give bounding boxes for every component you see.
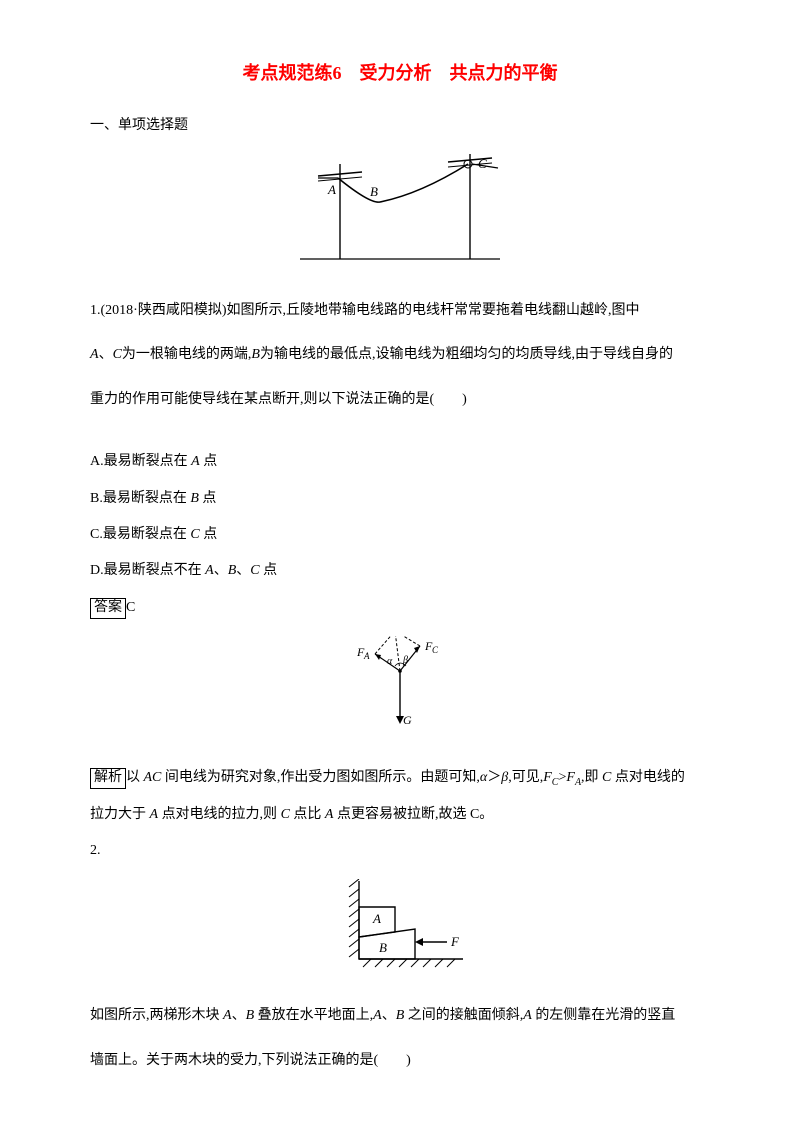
q2-body: 如图所示,两梯形木块 A、B 叠放在水平地面上,A、B 之间的接触面倾斜,A 的… bbox=[90, 998, 710, 1034]
figure-wire: A B C bbox=[90, 154, 710, 271]
answer-label: 答案 bbox=[90, 598, 126, 619]
svg-text:B: B bbox=[379, 940, 387, 955]
q2-number: 2. bbox=[90, 833, 710, 869]
q1-line1: 1.(2018·陕西咸阳模拟)如图所示,丘陵地带输电线路的电线杆常常要拖着电线翻… bbox=[90, 303, 639, 318]
svg-text:A: A bbox=[363, 651, 370, 661]
q1-body-l2: A、C为一根输电线的两端,B为输电线的最低点,设输电线为粗细均匀的均质导线,由于… bbox=[90, 337, 710, 373]
q1-answer: 答案C bbox=[90, 590, 710, 626]
svg-text:G: G bbox=[403, 713, 412, 727]
title-text: 考点规范练6 受力分析 共点力的平衡 bbox=[243, 63, 558, 83]
q1-body-l3: 重力的作用可能使导线在某点断开,则以下说法正确的是( ) bbox=[90, 382, 710, 418]
explain-label: 解析 bbox=[90, 768, 126, 789]
svg-text:β: β bbox=[402, 655, 408, 666]
q1-body: 1.(2018·陕西咸阳模拟)如图所示,丘陵地带输电线路的电线杆常常要拖着电线翻… bbox=[90, 293, 710, 329]
q1-option-a: A.最易断裂点在 A 点 bbox=[90, 444, 710, 480]
page-title: 考点规范练6 受力分析 共点力的平衡 bbox=[90, 60, 710, 87]
section-heading: 一、单项选择题 bbox=[90, 115, 710, 136]
svg-text:C: C bbox=[432, 645, 439, 655]
q1-option-d: D.最易断裂点不在 A、B、C 点 bbox=[90, 553, 710, 589]
svg-text:α: α bbox=[387, 656, 393, 667]
q2-body-l2: 墙面上。关于两木块的受力,下列说法正确的是( ) bbox=[90, 1043, 710, 1079]
q1-explanation-l2: 拉力大于 A 点对电线的拉力,则 C 点比 A 点更容易被拉断,故选 C。 bbox=[90, 797, 710, 833]
figure-force: F A F C α β G bbox=[90, 636, 710, 738]
svg-text:F: F bbox=[450, 934, 460, 949]
label-a: A bbox=[327, 182, 336, 197]
label-b: B bbox=[370, 184, 378, 199]
q1-explanation: 解析以 AC 间电线为研究对象,作出受力图如图所示。由题可知,α＞β,可见,FC… bbox=[90, 760, 710, 796]
q1-option-b: B.最易断裂点在 B 点 bbox=[90, 481, 710, 517]
label-c: C bbox=[478, 156, 487, 171]
svg-text:A: A bbox=[372, 911, 381, 926]
figure-blocks: A B F bbox=[90, 879, 710, 976]
q1-option-c: C.最易断裂点在 C 点 bbox=[90, 517, 710, 553]
